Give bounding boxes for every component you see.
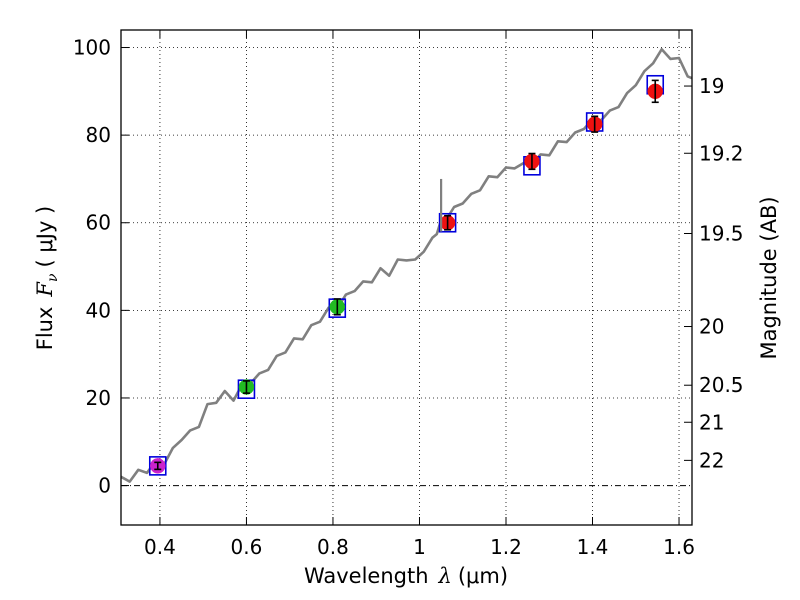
y-tick-label: 0 (98, 474, 111, 498)
synthetic-photometry-boxes (148, 74, 665, 476)
magnitude-tick-label: 19.5 (699, 221, 744, 245)
magnitude-axis-ticks: 19 19.2 19.5 20 20.5 21 22 (684, 74, 744, 472)
magnitude-axis-label: Magnitude (AB) (757, 196, 781, 359)
y-tick-label: 20 (86, 386, 111, 410)
magnitude-tick-label: 20.5 (699, 373, 744, 397)
y-tick-label: 80 (86, 123, 111, 147)
model-spectrum-line (120, 48, 693, 483)
magnitude-tick-label: 20 (699, 315, 724, 339)
synthetic-photometry-box (148, 456, 167, 476)
x-axis-ticks: 0.4 0.6 0.8 1 1.2 1.4 1.6 (144, 30, 695, 559)
y-tick-label: 100 (73, 36, 111, 60)
plot-frame (120, 29, 693, 526)
x-axis-label: Wavelength λ (μm) (304, 564, 508, 588)
x-tick-label: 0.6 (231, 535, 263, 559)
grid-lines (121, 30, 692, 525)
observed-photometry-points (150, 79, 663, 474)
magnitude-tick-label: 21 (699, 410, 724, 434)
x-tick-label: 1 (413, 535, 426, 559)
magnitude-tick-label: 19 (699, 74, 724, 98)
y-tick-label: 40 (86, 298, 111, 322)
x-tick-label: 0.4 (144, 535, 176, 559)
y-axis-ticks: 0 20 40 60 80 100 (73, 36, 129, 498)
y-axis-label: FluxFν( μJy ) (33, 206, 61, 350)
x-tick-label: 1.6 (663, 535, 695, 559)
x-tick-label: 0.8 (317, 535, 349, 559)
synthetic-photometry-box (438, 212, 457, 233)
magnitude-tick-label: 19.2 (699, 141, 744, 165)
y-tick-label: 60 (86, 211, 111, 235)
x-tick-label: 1.2 (490, 535, 522, 559)
x-tick-label: 1.4 (577, 535, 609, 559)
magnitude-tick-label: 22 (699, 448, 724, 472)
